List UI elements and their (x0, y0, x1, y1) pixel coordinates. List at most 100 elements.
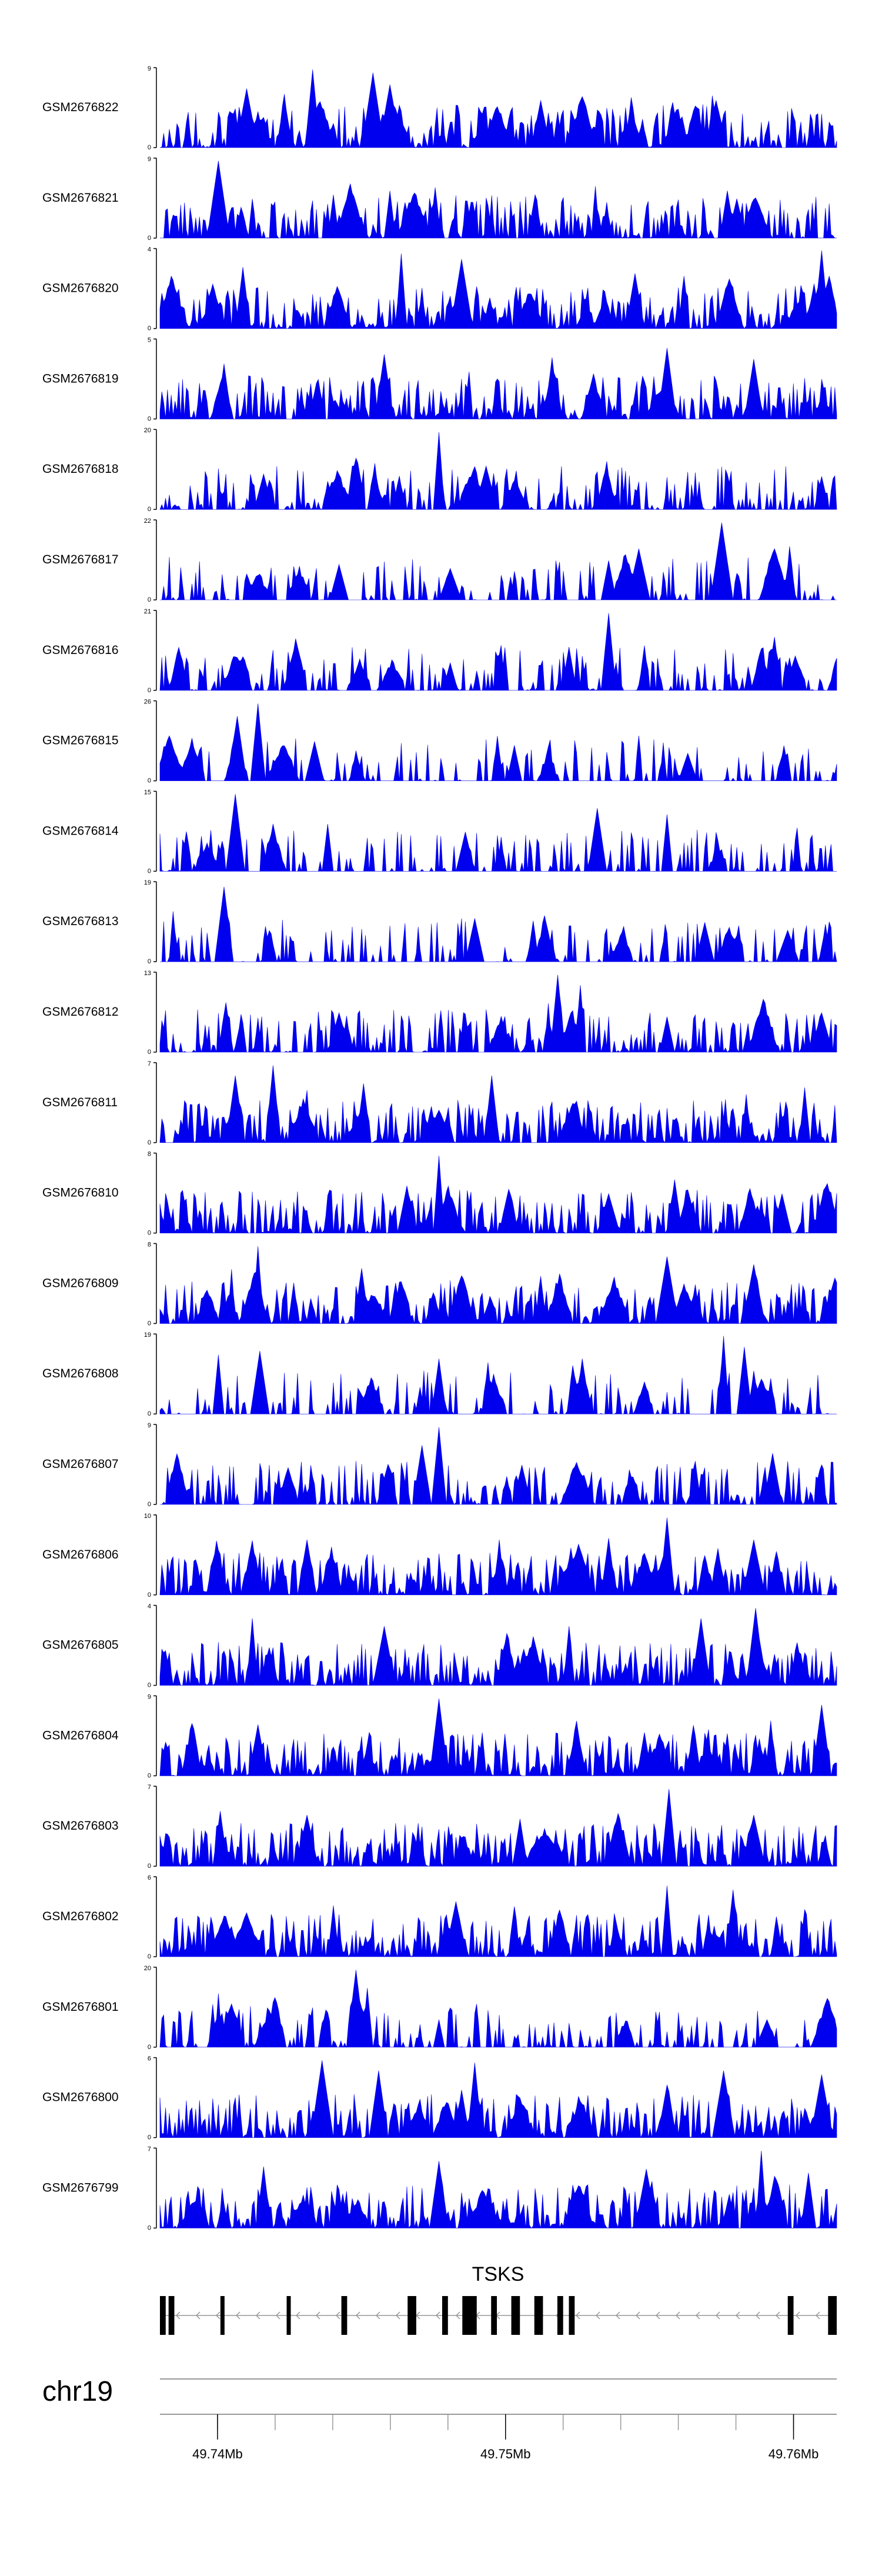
strand-arrow (735, 2311, 740, 2320)
coverage-area (159, 250, 837, 329)
track-label: GSM2676812 (42, 1005, 119, 1019)
coverage-area (160, 886, 837, 963)
y-axis-min-label: 0 (148, 325, 151, 332)
track-GSM2676806: GSM2676806 10 0 (42, 1513, 837, 1599)
track-GSM2676802: GSM2676802 6 0 (42, 1874, 837, 1960)
y-axis-min-label: 0 (148, 596, 151, 603)
track-label: GSM2676822 (42, 101, 119, 114)
track-label: GSM2676806 (42, 1548, 119, 1561)
track-GSM2676799: GSM2676799 7 0 (42, 2145, 837, 2231)
strand-arrow (175, 2311, 181, 2320)
genome-axis-tick-label: 49.76Mb (769, 2447, 819, 2461)
track-GSM2676822: GSM2676822 9 0 (42, 65, 837, 151)
track-label: GSM2676805 (42, 1639, 119, 1652)
y-axis-min-label: 0 (148, 1591, 151, 1599)
track-GSM2676813: GSM2676813 19 0 (42, 879, 837, 965)
exon (462, 2296, 477, 2335)
track-label: GSM2676800 (42, 2091, 119, 2104)
track-label: GSM2676813 (42, 915, 119, 928)
y-axis-min-label: 0 (148, 1230, 151, 1237)
y-axis-max-label: 7 (148, 1060, 151, 1067)
track-GSM2676804: GSM2676804 9 0 (42, 1693, 837, 1779)
y-axis-max-label: 9 (148, 1422, 151, 1429)
coverage-area (160, 1427, 837, 1506)
track-GSM2676811: GSM2676811 7 0 (42, 1060, 837, 1146)
exon (828, 2296, 837, 2335)
y-axis-max-label: 26 (144, 699, 151, 706)
coverage-tracks: GSM267682290GSM267682190GSM267682040GSM2… (42, 65, 837, 2231)
strand-arrow (775, 2311, 780, 2320)
coverage-area (159, 794, 837, 872)
track-label: GSM2676817 (42, 553, 119, 566)
exon (534, 2296, 543, 2335)
y-axis-min-label: 0 (148, 2134, 151, 2141)
y-axis-max-label: 8 (148, 1151, 151, 1158)
exon (160, 2296, 166, 2335)
coverage-area (159, 1156, 837, 1234)
track-label: GSM2676807 (42, 1457, 119, 1471)
strand-arrow (215, 2311, 220, 2320)
strand-arrow (595, 2311, 600, 2320)
track-GSM2676809: GSM2676809 8 0 (42, 1241, 837, 1327)
y-axis-min-label: 0 (148, 506, 151, 513)
track-GSM2676819: GSM2676819 5 0 (42, 336, 837, 422)
y-axis-max-label: 19 (144, 879, 151, 886)
gene-model-tsks: TSKS (160, 2263, 837, 2335)
strand-arrow (715, 2311, 720, 2320)
exon (557, 2296, 563, 2335)
strand-arrow (415, 2311, 420, 2320)
y-axis-max-label: 10 (144, 1513, 151, 1520)
strand-arrow (355, 2311, 360, 2320)
y-axis-max-label: 19 (144, 1332, 151, 1339)
y-axis-min-label: 0 (148, 778, 151, 785)
coverage-area (159, 1699, 837, 1777)
coverage-area (159, 1336, 837, 1415)
strand-arrow (575, 2311, 580, 2320)
coverage-area (159, 703, 837, 782)
strand-arrow (395, 2311, 400, 2320)
strand-arrow (675, 2311, 680, 2320)
track-label: GSM2676810 (42, 1186, 119, 1200)
track-label: GSM2676804 (42, 1729, 119, 1742)
track-label: GSM2676818 (42, 462, 119, 476)
track-GSM2676818: GSM2676818 20 0 (42, 427, 837, 513)
strand-arrow (615, 2311, 620, 2320)
y-axis-min-label: 0 (148, 1863, 151, 1870)
y-axis-max-label: 9 (148, 156, 151, 163)
coverage-area (159, 1970, 837, 2048)
coverage-area (159, 1246, 837, 1324)
track-GSM2676805: GSM2676805 4 0 (42, 1603, 837, 1689)
exon (787, 2296, 794, 2335)
strand-arrow (435, 2311, 440, 2320)
coverage-area (159, 2060, 837, 2138)
track-GSM2676820: GSM2676820 4 0 (42, 246, 837, 332)
y-axis-min-label: 0 (148, 1501, 151, 1508)
y-axis-max-label: 7 (148, 2145, 151, 2153)
track-label: GSM2676802 (42, 1910, 119, 1923)
exon (442, 2296, 448, 2335)
y-axis-max-label: 8 (148, 1241, 151, 1248)
y-axis-max-label: 4 (148, 1603, 151, 1610)
track-label: GSM2676819 (42, 372, 119, 385)
exon (407, 2296, 416, 2335)
genome-axis: chr19 49.74Mb 49.75Mb 49.76Mb (42, 2376, 837, 2461)
y-axis-min-label: 0 (148, 1410, 151, 1417)
coverage-area (159, 348, 837, 420)
y-axis-max-label: 13 (144, 970, 151, 977)
y-axis-min-label: 0 (148, 1320, 151, 1327)
strand-arrow (755, 2311, 760, 2320)
strand-arrow (455, 2311, 460, 2320)
y-axis-min-label: 0 (148, 1953, 151, 1960)
y-axis-min-label: 0 (148, 1682, 151, 1689)
coverage-area (159, 1788, 837, 1867)
track-GSM2676810: GSM2676810 8 0 (42, 1151, 837, 1237)
track-label: GSM2676820 (42, 282, 119, 295)
exon (511, 2296, 520, 2335)
track-label: GSM2676799 (42, 2181, 119, 2194)
strand-arrow (235, 2311, 240, 2320)
track-label: GSM2676808 (42, 1367, 119, 1380)
strand-arrow (795, 2311, 800, 2320)
y-axis-max-label: 22 (144, 518, 151, 525)
exon (168, 2296, 175, 2335)
